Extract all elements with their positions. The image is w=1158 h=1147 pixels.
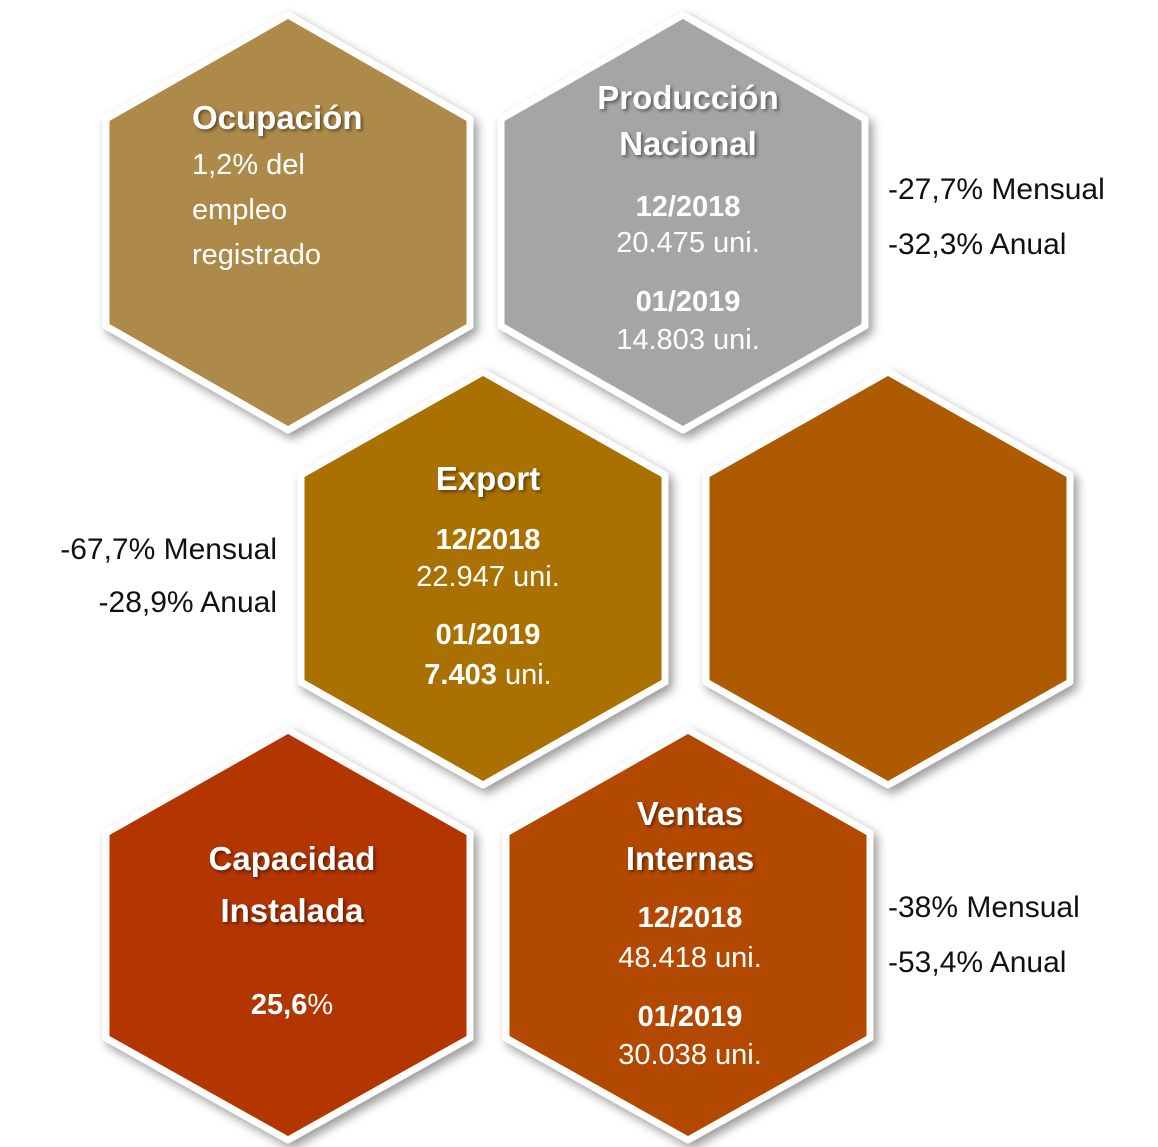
- hex-unit: %: [307, 989, 334, 1021]
- period-date: 01/2019: [637, 1001, 743, 1033]
- period-date: 12/2018: [435, 524, 541, 556]
- period-value-bold: 7.403: [424, 659, 497, 691]
- period-value: 7.403 uni.: [424, 657, 551, 693]
- period-date: 01/2019: [435, 619, 541, 651]
- hex-value: 25,6%: [251, 987, 333, 1023]
- period-value: 30.038 uni.: [618, 1039, 762, 1071]
- hexagon: [497, 11, 869, 434]
- period-value: 14.803 uni.: [616, 324, 760, 356]
- period-date: 01/2019: [635, 286, 741, 318]
- hex-value-bold: 25,6: [250, 989, 308, 1021]
- hex-text: 1,2% del: [192, 149, 305, 181]
- side-note: -32,3% Anual: [888, 228, 1067, 261]
- hexagon: [102, 11, 474, 434]
- hexagon: [502, 726, 874, 1144]
- hexagon: [702, 368, 1074, 789]
- hex-title: Internas: [625, 840, 755, 877]
- hex-title: Ventas: [636, 795, 744, 832]
- side-note: -28,9% Anual: [98, 586, 277, 619]
- side-note: -67,7% Mensual: [60, 533, 277, 566]
- hex-title: Instalada: [220, 892, 364, 929]
- side-note: -27,7% Mensual: [888, 173, 1105, 206]
- hex-title: Producción: [597, 79, 779, 116]
- hex-title: Export: [435, 460, 541, 497]
- hexagon: [297, 368, 669, 789]
- period-value: 48.418 uni.: [618, 942, 762, 974]
- hexagons: [102, 11, 1074, 1144]
- period-date: 12/2018: [637, 902, 743, 934]
- hex-text: registrado: [192, 239, 321, 271]
- hex-title: Nacional: [619, 125, 757, 162]
- hex-title: Capacidad: [208, 840, 376, 877]
- side-note: -53,4% Anual: [888, 946, 1067, 979]
- period-value: 20.475 uni.: [616, 227, 760, 259]
- hex-text: empleo: [192, 194, 288, 226]
- period-unit: uni.: [504, 659, 552, 691]
- hexagon: [102, 726, 474, 1144]
- period-date: 12/2018: [635, 191, 741, 223]
- hex-title: Ocupación: [192, 99, 363, 136]
- side-note: -38% Mensual: [888, 891, 1080, 924]
- period-value: 22.947 uni.: [416, 561, 560, 593]
